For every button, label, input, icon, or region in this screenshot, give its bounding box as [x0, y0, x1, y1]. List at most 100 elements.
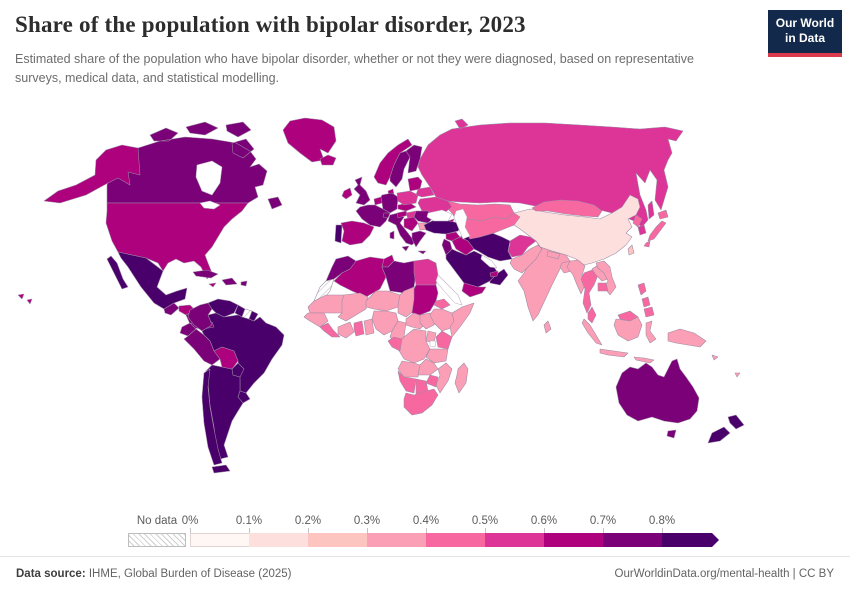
country-russia[interactable] [417, 118, 684, 228]
country-mauritania[interactable] [307, 294, 345, 314]
country-zimbabwe[interactable] [425, 374, 439, 388]
black-sea [426, 209, 453, 222]
owid-logo[interactable]: Our World in Data [768, 10, 842, 57]
legend-tick [544, 528, 545, 534]
legend-bin[interactable] [308, 533, 367, 547]
country-philippines[interactable] [637, 282, 655, 318]
data-source: Data source: IHME, Global Burden of Dise… [16, 568, 292, 580]
country-afghanistan[interactable] [507, 234, 537, 258]
legend-bin[interactable] [426, 533, 485, 547]
country-haiti[interactable] [221, 277, 238, 286]
legend-tick [603, 528, 604, 534]
country-benin[interactable] [363, 318, 375, 336]
country-japan[interactable] [643, 209, 669, 248]
legend-bin[interactable] [603, 533, 662, 547]
red-sea [435, 274, 463, 306]
country-mongolia[interactable] [531, 199, 603, 218]
country-tanzania[interactable] [425, 348, 449, 364]
country-taiwan[interactable] [627, 244, 635, 256]
country-greenland[interactable] [282, 117, 337, 163]
country-vietnam[interactable] [595, 260, 617, 296]
owid-link[interactable]: OurWorldinData.org/mental-health | CC BY [614, 568, 834, 580]
country-new-zealand[interactable] [707, 414, 745, 444]
country-south-korea[interactable] [637, 224, 647, 236]
country-papua-new-guinea[interactable] [667, 328, 707, 348]
country-somalia[interactable] [449, 302, 475, 338]
country-venezuela[interactable] [207, 298, 239, 318]
country-serbia[interactable] [403, 216, 419, 232]
country-pakistan[interactable] [509, 244, 543, 274]
country-eritrea[interactable] [433, 298, 451, 310]
country-australia[interactable] [615, 358, 700, 439]
country-chile[interactable] [201, 368, 223, 466]
legend-bin[interactable] [249, 533, 308, 547]
country-norway[interactable] [373, 138, 413, 186]
country-poland[interactable] [396, 190, 419, 206]
country-colombia[interactable] [187, 302, 213, 332]
country-solomon-islands[interactable] [711, 354, 719, 361]
legend-bin[interactable] [190, 533, 249, 547]
country-indonesia[interactable] [581, 316, 657, 364]
country-myanmar[interactable] [566, 259, 586, 295]
country-baltic-states[interactable] [407, 176, 423, 192]
country-spain[interactable] [340, 220, 375, 246]
country-french-guiana[interactable] [248, 310, 259, 322]
country-paraguay[interactable] [231, 362, 245, 378]
country-united-states[interactable] [17, 144, 249, 305]
country-france[interactable] [355, 204, 391, 228]
country-greece[interactable] [411, 230, 427, 255]
country-united-kingdom[interactable] [353, 176, 371, 206]
country-nepal[interactable] [546, 250, 561, 260]
country-italy[interactable] [387, 212, 419, 252]
country-fiji[interactable] [734, 372, 741, 378]
country-jordan[interactable] [441, 238, 453, 256]
country-cambodia[interactable] [597, 282, 609, 292]
country-portugal[interactable] [334, 224, 343, 244]
legend-tick-label: 0.6% [530, 515, 558, 527]
country-bolivia[interactable] [213, 346, 239, 370]
country-mozambique[interactable] [435, 362, 453, 394]
country-sierra-leone[interactable] [319, 322, 341, 338]
country-angola[interactable] [397, 360, 421, 378]
no-data-swatch[interactable] [128, 533, 186, 547]
country-canada[interactable] [106, 121, 283, 210]
country-ireland[interactable] [341, 187, 353, 200]
country-uruguay[interactable] [237, 390, 251, 404]
country-switzerland[interactable] [382, 212, 391, 219]
legend-tick-label: 0.4% [412, 515, 440, 527]
caspian-sea [453, 208, 471, 240]
legend-bin-max[interactable] [662, 533, 719, 547]
legend-tick [662, 528, 663, 534]
country-thailand[interactable] [580, 269, 599, 314]
country-sudan[interactable] [411, 284, 439, 316]
country-finland[interactable] [405, 144, 423, 174]
legend-bin[interactable] [485, 533, 544, 547]
country-ghana[interactable] [353, 320, 365, 337]
country-ivory-coast[interactable] [337, 321, 355, 339]
legend-bin[interactable] [367, 533, 426, 547]
country-iraq[interactable] [451, 236, 475, 256]
page-title: Share of the population with bipolar dis… [15, 12, 526, 37]
country-netherlands[interactable] [373, 196, 383, 206]
country-yemen[interactable] [461, 282, 487, 298]
owid-logo-line1: Our World [775, 16, 835, 30]
country-egypt[interactable] [413, 258, 439, 286]
country-iceland[interactable] [319, 154, 337, 166]
country-belarus[interactable] [415, 186, 435, 198]
country-madagascar[interactable] [454, 362, 469, 394]
country-cuba[interactable] [192, 269, 219, 279]
country-jamaica[interactable] [208, 282, 217, 288]
country-puerto-rico[interactable] [240, 280, 248, 287]
country-sri-lanka[interactable] [543, 320, 552, 334]
country-united-arab-emirates[interactable] [489, 270, 499, 278]
country-kenya[interactable] [435, 330, 453, 350]
legend-bin[interactable] [544, 533, 603, 547]
country-south-africa[interactable] [403, 388, 439, 416]
country-sweden[interactable] [389, 150, 411, 188]
country-mali[interactable] [337, 292, 369, 322]
country-guatemala[interactable] [163, 302, 180, 316]
country-namibia[interactable] [397, 370, 417, 394]
country-oman[interactable] [489, 268, 509, 286]
country-gabon[interactable] [387, 336, 403, 352]
country-mexico[interactable] [106, 251, 188, 310]
